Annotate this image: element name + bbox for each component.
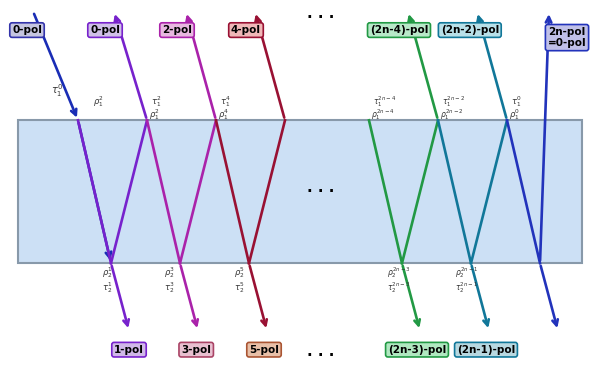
Text: $\rho_1^2$: $\rho_1^2$ xyxy=(93,94,104,109)
Text: 1-pol: 1-pol xyxy=(114,345,144,355)
Text: . . .: . . . xyxy=(307,344,335,359)
Text: $\rho_2^{2n-1}$: $\rho_2^{2n-1}$ xyxy=(455,265,478,280)
Text: $\rho_2^3$: $\rho_2^3$ xyxy=(164,265,175,280)
Text: 4-pol: 4-pol xyxy=(231,25,261,35)
Text: $\rho_1^{2n-4}$: $\rho_1^{2n-4}$ xyxy=(371,107,394,122)
Text: $\tau_1^{2n-4}$: $\tau_1^{2n-4}$ xyxy=(373,94,397,109)
Text: $\rho_2^5$: $\rho_2^5$ xyxy=(234,265,245,280)
Text: $\tau_1^0$: $\tau_1^0$ xyxy=(51,82,63,99)
Text: 2-pol: 2-pol xyxy=(162,25,192,35)
Text: $\rho_1^4$: $\rho_1^4$ xyxy=(218,107,229,122)
Text: $\tau_1^0$: $\tau_1^0$ xyxy=(511,94,522,109)
Text: $\tau_2^3$: $\tau_2^3$ xyxy=(164,280,175,295)
Text: . . .: . . . xyxy=(307,180,335,196)
Text: $\rho_1^0$: $\rho_1^0$ xyxy=(509,107,520,122)
FancyBboxPatch shape xyxy=(18,120,582,263)
Text: (2n-3)-pol: (2n-3)-pol xyxy=(388,345,446,355)
Text: $\rho_2^1$: $\rho_2^1$ xyxy=(102,265,113,280)
Text: 5-pol: 5-pol xyxy=(249,345,279,355)
Text: $\tau_2^5$: $\tau_2^5$ xyxy=(234,280,245,295)
Text: $\tau_1^{2n-2}$: $\tau_1^{2n-2}$ xyxy=(442,94,466,109)
Text: $\tau_2^1$: $\tau_2^1$ xyxy=(102,280,113,295)
Text: 3-pol: 3-pol xyxy=(181,345,211,355)
Text: 2n-pol
=0-pol: 2n-pol =0-pol xyxy=(548,27,586,49)
Text: 0-pol: 0-pol xyxy=(90,25,120,35)
Text: . . .: . . . xyxy=(307,6,335,21)
Text: (2n-1)-pol: (2n-1)-pol xyxy=(457,345,515,355)
Text: 0-pol: 0-pol xyxy=(12,25,42,35)
Text: $\tau_1^2$: $\tau_1^2$ xyxy=(151,94,162,109)
Text: $\rho_1^2$: $\rho_1^2$ xyxy=(149,107,160,122)
Text: (2n-4)-pol: (2n-4)-pol xyxy=(370,25,428,35)
Text: $\tau_2^{2n-1}$: $\tau_2^{2n-1}$ xyxy=(455,280,478,295)
Text: $\tau_1^4$: $\tau_1^4$ xyxy=(220,94,231,109)
Text: $\rho_2^{2n-3}$: $\rho_2^{2n-3}$ xyxy=(387,265,410,280)
Text: $\tau_2^{2n-3}$: $\tau_2^{2n-3}$ xyxy=(387,280,410,295)
Text: (2n-2)-pol: (2n-2)-pol xyxy=(440,25,499,35)
Text: $\rho_1^{2n-2}$: $\rho_1^{2n-2}$ xyxy=(440,107,463,122)
